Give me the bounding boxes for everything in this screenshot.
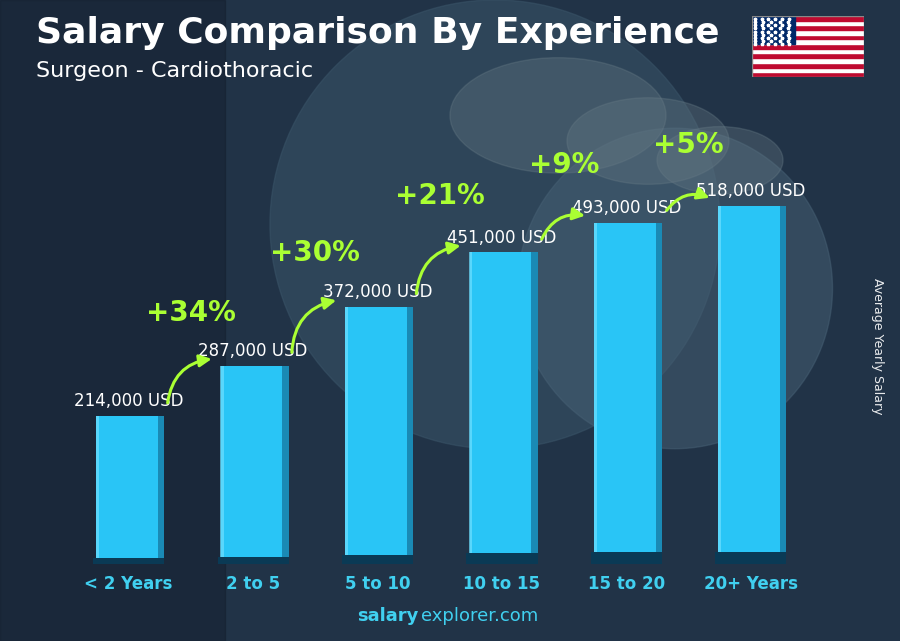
Text: salary: salary: [357, 607, 418, 625]
Text: 287,000 USD: 287,000 USD: [198, 342, 308, 360]
Text: 372,000 USD: 372,000 USD: [323, 283, 432, 301]
Text: +9%: +9%: [529, 151, 599, 179]
Bar: [752, 26, 864, 30]
Text: +30%: +30%: [270, 238, 360, 267]
Ellipse shape: [567, 97, 729, 184]
Bar: [594, 223, 659, 564]
Text: 451,000 USD: 451,000 USD: [447, 228, 557, 247]
Bar: [407, 306, 413, 564]
Ellipse shape: [518, 128, 832, 449]
Bar: [752, 35, 864, 40]
Bar: [752, 49, 864, 53]
Bar: [345, 306, 348, 564]
Bar: [469, 252, 473, 564]
Bar: [342, 555, 413, 564]
Bar: [466, 553, 537, 564]
Bar: [220, 365, 285, 564]
Bar: [531, 252, 537, 564]
Bar: [752, 72, 864, 77]
Bar: [220, 365, 223, 564]
Bar: [283, 365, 289, 564]
Bar: [590, 553, 662, 564]
Bar: [96, 416, 99, 564]
Bar: [93, 558, 165, 564]
Bar: [470, 252, 535, 564]
Bar: [752, 40, 864, 44]
Bar: [718, 206, 783, 564]
Bar: [752, 67, 864, 72]
Text: 214,000 USD: 214,000 USD: [74, 392, 184, 410]
Bar: [218, 557, 289, 564]
Bar: [780, 206, 787, 564]
Bar: [752, 58, 864, 63]
Text: 493,000 USD: 493,000 USD: [572, 199, 681, 217]
Text: explorer.com: explorer.com: [421, 607, 538, 625]
Ellipse shape: [657, 126, 783, 194]
Bar: [752, 44, 864, 49]
Bar: [158, 416, 165, 564]
Bar: [346, 306, 410, 564]
Bar: [752, 16, 795, 44]
Text: +34%: +34%: [146, 299, 236, 328]
Bar: [752, 16, 864, 21]
Ellipse shape: [450, 58, 666, 173]
Bar: [752, 53, 864, 58]
Text: Salary Comparison By Experience: Salary Comparison By Experience: [36, 16, 719, 50]
Bar: [594, 223, 597, 564]
Bar: [655, 223, 662, 564]
Bar: [752, 30, 864, 35]
Bar: [752, 21, 864, 26]
Bar: [96, 416, 161, 564]
Text: +5%: +5%: [653, 131, 724, 160]
Ellipse shape: [270, 0, 720, 449]
Text: +21%: +21%: [395, 182, 484, 210]
Bar: [0, 0, 225, 641]
Bar: [716, 552, 787, 564]
Text: Average Yearly Salary: Average Yearly Salary: [871, 278, 884, 414]
Text: Surgeon - Cardiothoracic: Surgeon - Cardiothoracic: [36, 61, 313, 81]
Bar: [752, 63, 864, 67]
Text: 518,000 USD: 518,000 USD: [697, 182, 806, 200]
Bar: [718, 206, 721, 564]
